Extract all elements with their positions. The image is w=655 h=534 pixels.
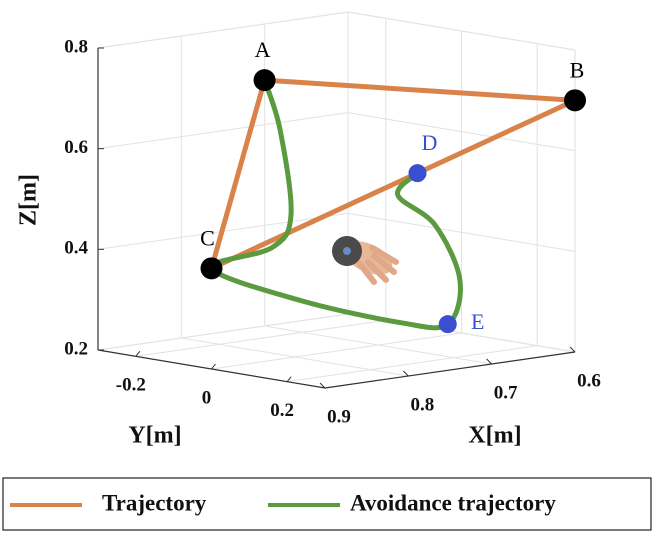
grid-line [287,345,538,383]
tick-mark [319,382,326,389]
z-tick-label: 0.8 [64,36,88,57]
tick-mark [569,346,576,353]
grid-line [97,313,349,351]
waypoint [564,89,586,112]
legend-label: Trajectory [102,490,207,515]
waypoint-label: E [471,309,484,334]
waypoint-label: B [570,57,585,82]
tick-mark [211,363,216,370]
hand-obstacle [332,236,399,285]
y-axis-label: Y[m] [128,423,181,449]
trajectory-line [209,77,463,331]
legend-frame [2,477,652,531]
legend-label: Avoidance trajectory [350,490,556,515]
x-tick-label: 0.9 [327,406,351,427]
waypoint-label: D [422,130,438,155]
x-tick-label: 0.7 [494,382,518,403]
tick-mark [286,376,292,382]
z-tick-label: 0.6 [64,137,88,158]
grid-line [347,11,576,51]
tick-mark [402,370,409,377]
z-tick-label: 0.2 [64,338,88,359]
trajectory-line [209,77,578,271]
y-tick-label: -0.2 [116,375,146,396]
grid-line [347,212,576,252]
z-tick-label: 0.4 [64,238,88,259]
grid-line [97,112,349,150]
z-axis-label: Z[m] [16,174,42,226]
waypoint [438,315,457,334]
grid-line [211,332,462,370]
y-tick-label: 0.2 [270,400,294,421]
waypoint [200,257,223,280]
waypoint-label: C [200,225,215,250]
waypoint [253,69,276,92]
x-tick-label: 0.8 [410,394,434,415]
waypoint-label: A [255,37,271,62]
axis-line [324,351,576,389]
tick-mark [486,358,493,365]
tick-mark [135,351,141,357]
grid-line [135,319,386,357]
grid-line [97,11,349,49]
x-axis-label: X[m] [468,423,521,449]
grid-line [347,112,576,152]
x-tick-label: 0.6 [577,370,601,391]
y-tick-label: 0 [202,387,212,408]
waypoint [408,164,427,183]
